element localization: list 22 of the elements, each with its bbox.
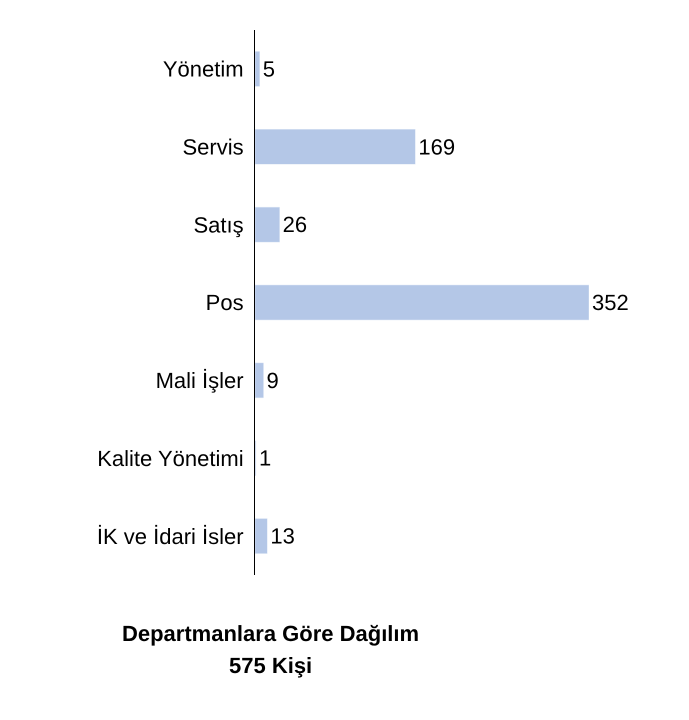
y-tick-label: Satış bbox=[193, 212, 244, 238]
y-tick-label: Kalite Yönetimi bbox=[97, 446, 244, 471]
bar bbox=[255, 51, 260, 87]
y-tick-label: Pos bbox=[206, 290, 244, 316]
text: Departmanlara Göre Dağılım bbox=[122, 621, 420, 646]
y-tick-label: Yönetim bbox=[162, 56, 244, 82]
data-label: 352 bbox=[592, 290, 629, 315]
bar bbox=[255, 284, 589, 320]
y-tick-label: İK ve İdari İsler bbox=[96, 524, 244, 549]
data-label: 1 bbox=[258, 446, 272, 471]
data-label: 169 bbox=[418, 134, 456, 160]
bar bbox=[255, 129, 416, 165]
bar bbox=[255, 362, 264, 398]
y-tick-label: Servis bbox=[182, 134, 244, 160]
bar bbox=[255, 518, 268, 554]
y-tick-label: Mali İşler bbox=[156, 368, 244, 394]
text: 575 Kişi bbox=[229, 653, 312, 678]
data-label: 9 bbox=[266, 368, 279, 393]
bar bbox=[255, 206, 280, 242]
data-label: 26 bbox=[282, 212, 308, 238]
data-label: 5 bbox=[262, 56, 275, 82]
data-label: 13 bbox=[270, 524, 295, 549]
